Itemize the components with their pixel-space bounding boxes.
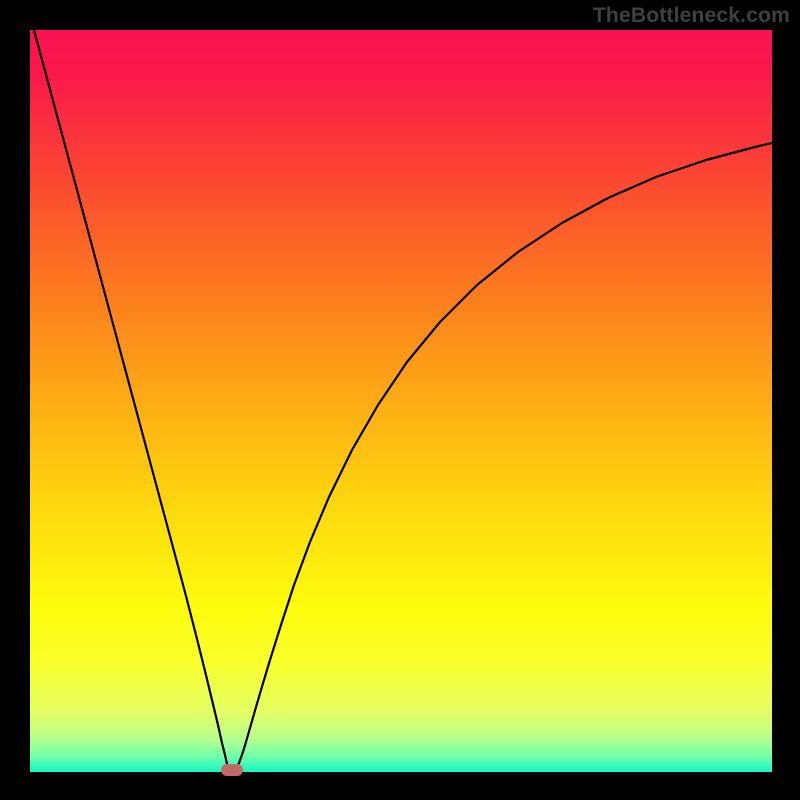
- watermark-text: TheBottleneck.com: [593, 4, 790, 28]
- chart-container: TheBottleneck.com: [0, 0, 800, 800]
- sweet-spot-marker: [221, 764, 243, 776]
- plot-area: [30, 15, 772, 776]
- bottleneck-chart: [0, 0, 800, 800]
- gradient-background: [30, 30, 772, 772]
